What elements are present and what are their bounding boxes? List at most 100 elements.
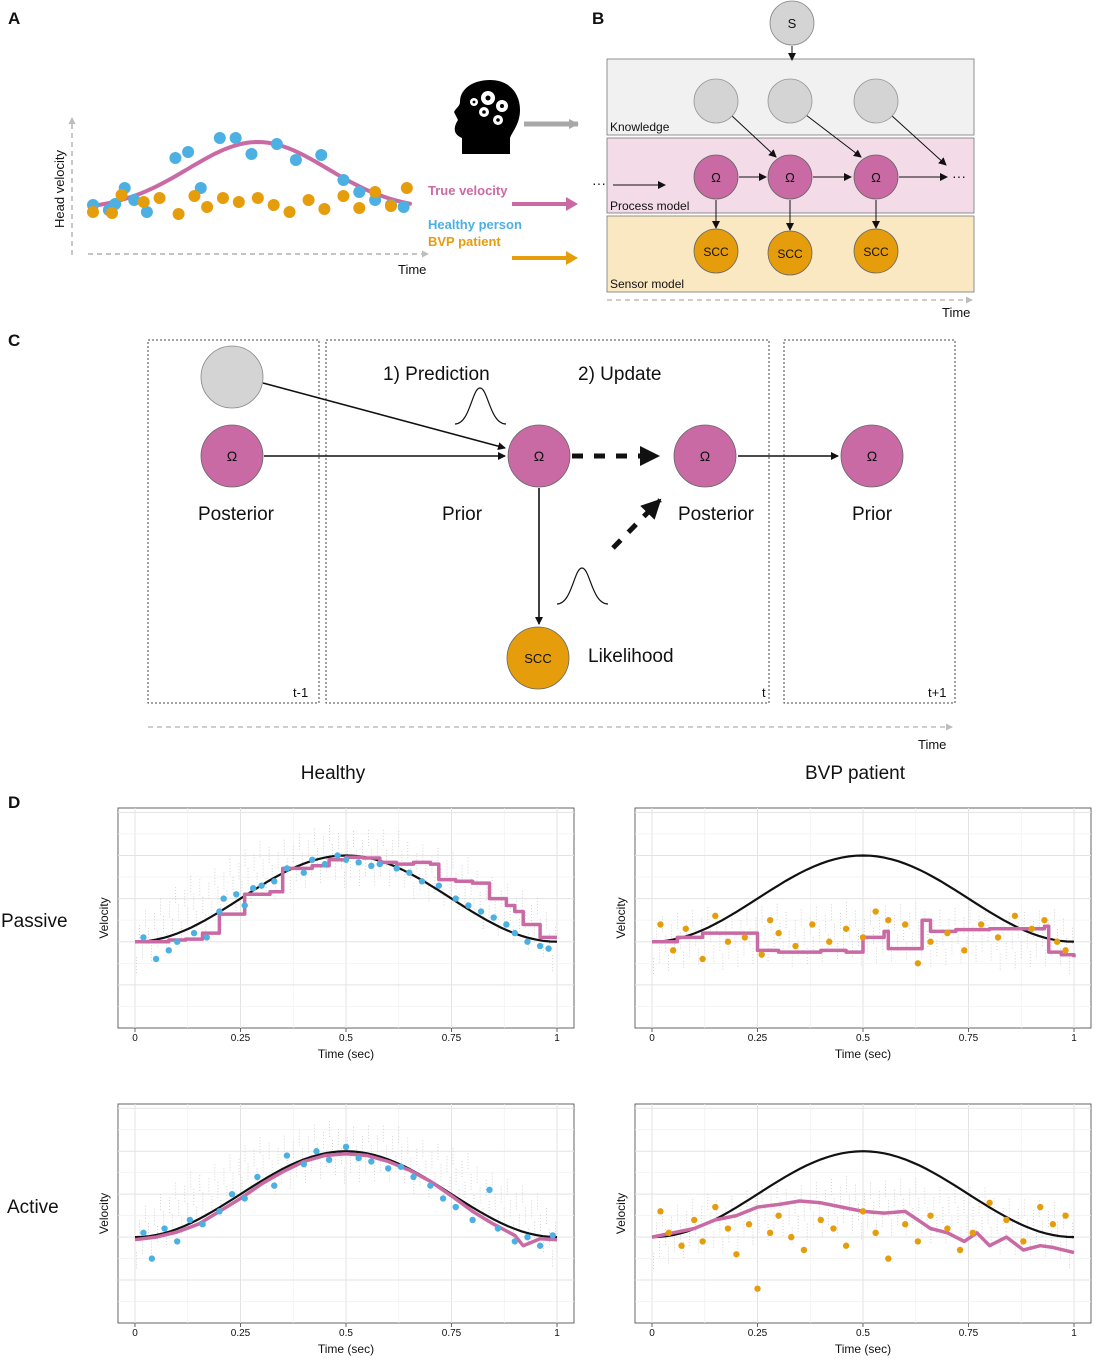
x-tick-label: 0.25 (748, 1328, 768, 1339)
sample-point (418, 878, 426, 885)
sample-point (859, 1208, 867, 1215)
knowledge-node-2 (767, 78, 813, 124)
legend-healthy: Healthy person (428, 217, 522, 232)
sample-point (469, 1216, 476, 1224)
posterior-node-right (673, 424, 737, 488)
x-tick-label: 0 (132, 1033, 138, 1044)
timestep-box-t-minus (147, 339, 320, 704)
sample-point (452, 1203, 459, 1211)
bvp-point-15 (337, 190, 350, 202)
process-model-label: Process model (610, 199, 689, 213)
knowledge-label: Knowledge (610, 120, 670, 134)
prior-mid-label: Prior (442, 504, 483, 525)
sample-point (465, 902, 472, 909)
column-title-bvp: BVP patient (805, 763, 906, 784)
sample-point (969, 1229, 976, 1237)
sample-point (249, 885, 257, 892)
bvp-point-11 (267, 199, 280, 211)
process-ellipsis-right: ··· (952, 168, 966, 184)
sample-point (859, 934, 867, 941)
panel-a: A Head velocity Time True velocity Healt… (8, 9, 579, 277)
panel-d-letter: D (8, 793, 20, 812)
sample-point (902, 921, 909, 928)
timestep-box-t-plus (783, 339, 956, 704)
sample-point (511, 929, 518, 937)
scc-node-1 (693, 228, 739, 274)
sample-point (1028, 925, 1036, 932)
x-axis-label: Time (sec) (835, 1047, 891, 1061)
sample-point (809, 921, 816, 928)
x-axis-label: Time (sec) (318, 1047, 374, 1061)
x-tick-label: 0 (649, 1328, 655, 1339)
bvp-point-13 (302, 194, 315, 206)
bvp-point-0 (87, 206, 99, 218)
t-plus-label: t+1 (928, 685, 946, 700)
bvp-point-4 (153, 192, 166, 204)
plot-0: 0 0.25 0.5 0.75 1 Time (sec) Velocity (97, 807, 575, 1061)
sample-point (140, 1229, 147, 1237)
sample-point (271, 878, 278, 885)
sample-point (842, 1242, 850, 1249)
omega-node-1 (693, 154, 739, 200)
omega-c-1: Ω (227, 448, 237, 464)
process-ellipsis-left: ··· (592, 175, 606, 191)
sample-point (511, 1238, 518, 1245)
s-node-label: S (788, 16, 797, 31)
sample-point (355, 1154, 362, 1162)
plot-3: 0 0.25 0.5 0.75 1 Time (sec) Velocity (614, 1103, 1092, 1356)
x-tick-label: 0.25 (748, 1033, 768, 1044)
sample-point (536, 1242, 544, 1249)
sample-point (536, 942, 544, 950)
sample-point (368, 1158, 375, 1165)
knowledge-edge-3 (890, 114, 947, 166)
bvp-point-3 (137, 196, 150, 208)
sample-point (775, 929, 782, 937)
sample-point (691, 1216, 698, 1224)
sample-point (524, 938, 531, 945)
panel-c: C t-1 t t+1 Ω Ω Ω Ω SCC 1) Prediction 2)… (8, 331, 956, 752)
sample-point (161, 1225, 168, 1232)
x-tick-label: 1 (1071, 1033, 1077, 1044)
sample-point (1041, 916, 1048, 924)
sample-point (678, 1242, 685, 1249)
bvp-point-9 (232, 196, 245, 208)
column-title-healthy: Healthy (301, 763, 366, 784)
likelihood-label: Likelihood (588, 646, 674, 667)
knowledge-edge-2 (805, 114, 862, 158)
sample-point (961, 947, 968, 954)
sample-point (1037, 1203, 1044, 1211)
sample-point (1020, 1238, 1027, 1245)
sample-point (140, 934, 147, 941)
sample-point (657, 921, 664, 928)
sample-point (452, 895, 459, 902)
sample-point (233, 891, 240, 898)
sample-point (300, 869, 307, 876)
healthy-point-11 (270, 138, 283, 150)
sample-point (745, 1221, 753, 1228)
likelihood-scc-node (506, 626, 570, 690)
sample-point (342, 856, 350, 863)
x-tick-label: 0.25 (231, 1328, 251, 1339)
knowledge-node-3 (853, 78, 899, 124)
y-axis-label: Velocity (614, 1193, 628, 1234)
estimate-line (135, 855, 557, 944)
true-velocity-line (651, 854, 1075, 943)
sample-point (1062, 947, 1069, 954)
plot-2: 0 0.25 0.5 0.75 1 Time (sec) Velocity (97, 1103, 575, 1356)
sample-point (986, 1199, 993, 1206)
sample-point (682, 925, 689, 932)
sample-point (956, 1246, 964, 1254)
sample-point (203, 934, 210, 941)
sample-point (545, 945, 552, 952)
healthy-point-14 (337, 174, 350, 186)
omega-node-3 (853, 154, 899, 200)
scc-label-2: SCC (777, 247, 803, 261)
sample-point (410, 1173, 417, 1181)
omega-c-2: Ω (534, 448, 544, 464)
bvp-point-6 (188, 190, 201, 202)
scc-label-1: SCC (703, 245, 729, 259)
true-velocity-line (651, 1150, 1075, 1239)
sample-point (712, 1203, 719, 1211)
